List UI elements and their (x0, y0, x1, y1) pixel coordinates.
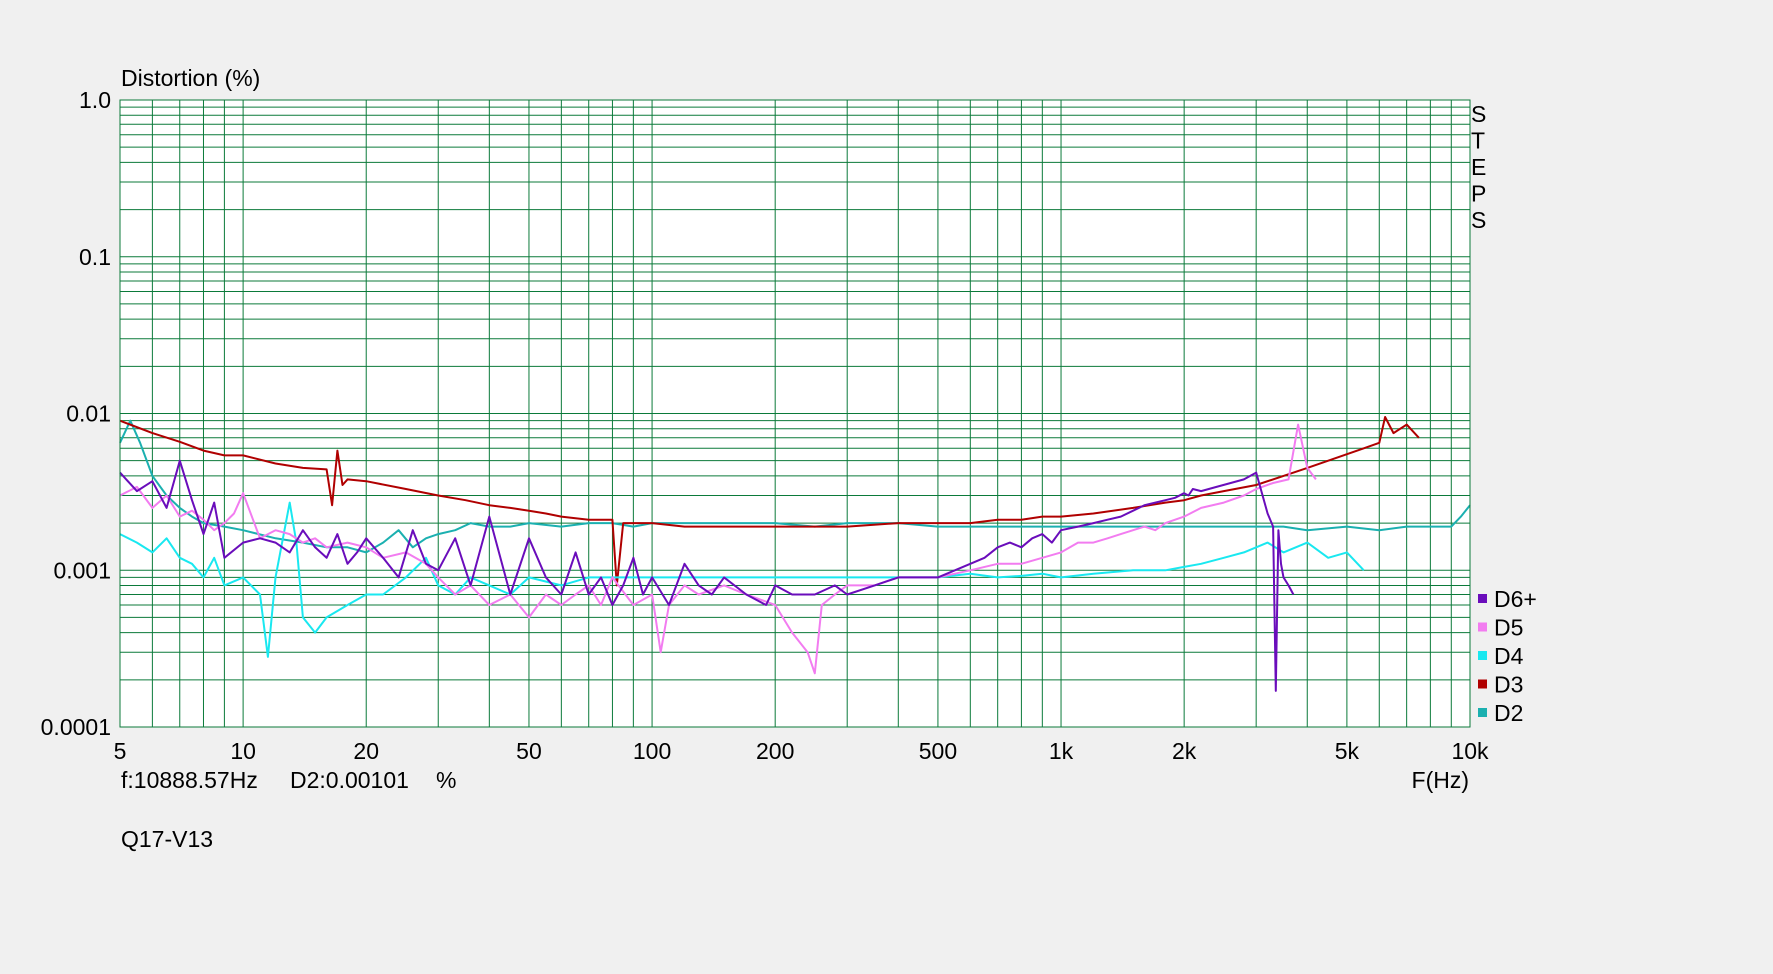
legend-swatch-d6 (1478, 594, 1487, 603)
legend-label-d2: D2 (1494, 700, 1523, 726)
x-tick-label: 20 (353, 738, 379, 764)
y-tick-label: 0.001 (53, 557, 111, 583)
x-tick-label: 200 (756, 738, 794, 764)
readout-value: D2:0.00101 (290, 767, 409, 793)
legend-swatch-d3 (1478, 679, 1487, 689)
legend-swatch-d5 (1478, 622, 1487, 632)
series-line-d5 (119, 423, 1317, 675)
series-line-d4 (119, 501, 1365, 658)
steps-letter: T (1471, 128, 1485, 154)
steps-letter: S (1471, 101, 1486, 127)
x-tick-label: 10 (230, 738, 256, 764)
x-tick-label: 5k (1335, 738, 1360, 764)
steps-letter: S (1471, 207, 1486, 233)
legend-label-d3: D3 (1494, 672, 1523, 698)
legend-swatch-d4 (1478, 651, 1487, 660)
readout-unit: % (436, 767, 456, 793)
y-tick-label: 0.1 (79, 244, 111, 270)
y-tick-label: 1.0 (79, 87, 111, 113)
x-tick-label: 1k (1049, 738, 1074, 764)
plot-frame (119, 99, 1471, 728)
x-tick-label: 2k (1172, 738, 1197, 764)
series-line-d3 (119, 416, 1420, 587)
legend-swatch-d2 (1478, 708, 1487, 717)
x-tick-labels: 5 10 20 50 100 200 500 1k 2k 5k 10k (114, 738, 1489, 764)
x-tick-label: 50 (516, 738, 542, 764)
legend-label-d4: D4 (1494, 643, 1524, 669)
y-tick-label: 0.0001 (41, 714, 111, 740)
x-axis-label: F(Hz) (1412, 767, 1469, 793)
y-tick-label: 0.01 (66, 401, 111, 427)
steps-letter: E (1471, 154, 1486, 180)
steps-letter: P (1471, 181, 1486, 207)
footer-label: Q17-V13 (121, 826, 213, 852)
legend-label-d6: D6+ (1494, 586, 1537, 612)
x-tick-label: 500 (919, 738, 957, 764)
x-tick-label: 100 (633, 738, 671, 764)
legend-label-d5: D5 (1494, 615, 1523, 641)
series-lines (119, 416, 1471, 692)
series-line-d6 (119, 459, 1295, 692)
x-tick-label: 5 (114, 738, 127, 764)
x-tick-label: 10k (1451, 738, 1489, 764)
readout-frequency: f:10888.57Hz (121, 767, 258, 793)
y-tick-labels: 1.0 0.1 0.01 0.001 0.0001 (41, 87, 111, 740)
chart-title: Distortion (%) (121, 65, 260, 91)
